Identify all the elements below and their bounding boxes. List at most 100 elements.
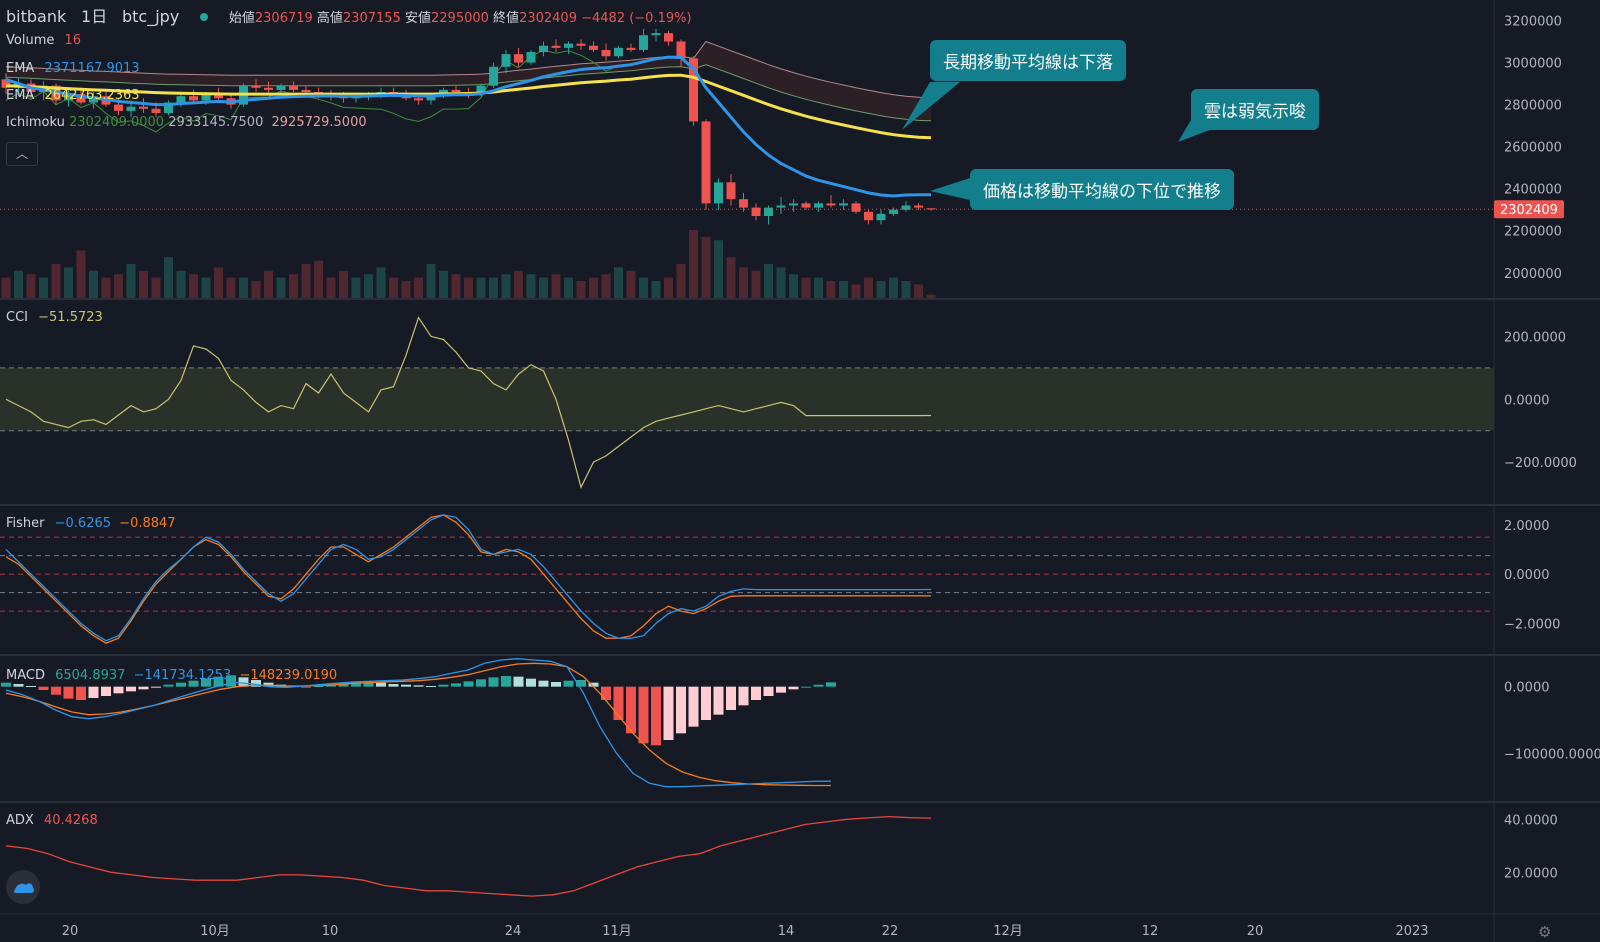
macd-histogram-bar	[551, 682, 561, 687]
volume-bar	[364, 274, 373, 298]
candle-body	[714, 182, 723, 204]
macd-histogram-bar	[351, 682, 361, 687]
chart-layer: 3200000 3000000 2800000 2600000 2400000 22000…	[0, 15, 1600, 939]
volume-bar	[164, 257, 173, 298]
cci-band	[0, 367, 1494, 431]
volume-bar	[226, 277, 236, 298]
time-axis-tick: 2023	[1395, 924, 1428, 939]
close-value: 2302409	[519, 11, 577, 26]
candle-body	[489, 66, 498, 86]
candle-body	[739, 199, 748, 208]
volume-legend[interactable]: Volume 16	[6, 33, 81, 48]
macd-histogram-bar	[663, 686, 674, 740]
candle-body	[514, 54, 523, 63]
volume-bar	[401, 281, 411, 298]
candle-body	[926, 208, 936, 210]
volume-bar	[764, 264, 773, 298]
macd-legend[interactable]: MACD 6504.8937 −141734.1253 −148239.0190	[6, 668, 337, 683]
volume-bar	[326, 277, 336, 298]
ema-long-value: 2642763.2363	[44, 88, 140, 103]
callout-long-ma[interactable]: 長期移動平均線は下落	[930, 40, 1126, 81]
ema-short-legend[interactable]: EMA 2371167.9013	[6, 61, 140, 76]
macd-histogram-bar	[238, 677, 249, 687]
macd-histogram-bar	[676, 686, 686, 734]
time-axis-tick: 24	[505, 924, 522, 939]
volume-bar	[414, 277, 423, 298]
interval-label[interactable]: 1日	[81, 7, 108, 26]
volume-bar	[426, 264, 436, 298]
candle-body	[914, 205, 923, 208]
ichimoku-legend[interactable]: Ichimoku 2302409.0000 2933145.7500 29257…	[6, 115, 367, 130]
candle-body	[814, 203, 823, 208]
volume-bar	[314, 260, 323, 298]
volume-bar	[264, 270, 273, 298]
macd-histogram-bar	[601, 686, 611, 700]
candle-body	[789, 203, 798, 206]
volume-bar	[439, 270, 448, 298]
ichimoku-name: Ichimoku	[6, 115, 65, 130]
time-axis-tick: 10	[322, 924, 339, 939]
fisher-legend[interactable]: Fisher −0.6265 −0.8847	[6, 516, 176, 531]
macd-histogram-bar	[801, 686, 811, 688]
high-value: 2307155	[342, 11, 401, 26]
ema-short-name: EMA	[6, 61, 35, 76]
candle-body	[701, 121, 711, 204]
candle-body	[726, 182, 736, 200]
macd-axis-tick: 0.0000	[1504, 681, 1550, 696]
candle-body	[139, 106, 148, 109]
candle-body	[776, 205, 786, 208]
macd-value-signal: −148239.0190	[239, 668, 338, 683]
macd-histogram-bar	[176, 682, 186, 687]
close-label: 終値	[493, 11, 520, 26]
current-price-label: 2302409	[1500, 203, 1558, 218]
macd-histogram-bar	[313, 686, 324, 687]
volume-bar	[839, 281, 848, 298]
candle-body	[151, 108, 161, 114]
candle-body	[851, 203, 861, 212]
cci-legend[interactable]: CCI −51.5723	[6, 310, 103, 325]
price-axis-tick: 3200000	[1504, 15, 1562, 30]
macd-axis-tick: −100000.0000	[1504, 747, 1600, 762]
callout-cloud[interactable]: 雲は弱気示唆	[1191, 89, 1319, 130]
volume-bar	[239, 277, 248, 298]
tradingview-logo-icon[interactable]	[6, 870, 40, 904]
collapse-legend-button[interactable]: ︿	[6, 142, 38, 166]
volume-bar	[814, 277, 823, 298]
macd-histogram-bar	[126, 686, 136, 692]
cci-value: −51.5723	[38, 310, 103, 325]
fisher-axis-tick: −2.0000	[1504, 617, 1560, 632]
volume-bar	[551, 274, 561, 298]
volume-bar	[451, 274, 461, 298]
macd-histogram-bar	[338, 683, 349, 687]
adx-legend[interactable]: ADX 40.4268	[6, 813, 98, 828]
ema-long-legend[interactable]: EMA 2642763.2363	[6, 88, 140, 103]
settings-gear-icon[interactable]: ⚙	[1538, 923, 1552, 941]
macd-histogram-bar	[788, 686, 799, 690]
ichimoku-span-a	[5, 64, 932, 122]
time-axis-tick: 14	[778, 924, 795, 939]
macd-histogram-bar	[301, 686, 311, 688]
symbol-header[interactable]: bitbank 1日 btc_jpy 始値2306719 高値2307155 安…	[6, 3, 692, 27]
callout-price[interactable]: 価格は移動平均線の下位で推移	[970, 169, 1234, 210]
volume-bar	[214, 267, 223, 298]
volume-bar	[201, 277, 211, 298]
candle-body	[451, 89, 461, 92]
volume-bar	[176, 270, 186, 298]
macd-histogram-bar	[776, 686, 786, 693]
macd-histogram-bar	[538, 680, 549, 687]
macd-histogram-bar	[188, 680, 199, 687]
fisher-axis-tick: 2.0000	[1504, 519, 1550, 534]
candle-body	[176, 96, 186, 103]
volume-bar	[101, 277, 111, 298]
volume-bar	[139, 270, 148, 298]
candle-body	[626, 47, 636, 50]
candle-body	[664, 33, 673, 42]
candle-body	[476, 85, 486, 95]
macd-histogram-bar	[813, 684, 824, 687]
ichimoku-lagging-span	[5, 49, 619, 133]
volume-bar	[614, 267, 623, 298]
volume-bar	[501, 274, 511, 298]
price-axis-tick: 2800000	[1504, 99, 1562, 114]
volume-bar	[301, 264, 311, 298]
candle-body	[114, 104, 123, 111]
